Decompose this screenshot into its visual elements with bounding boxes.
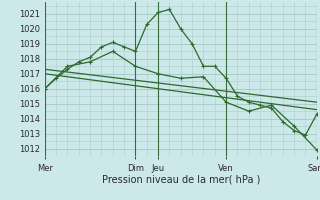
X-axis label: Pression niveau de la mer( hPa ): Pression niveau de la mer( hPa ) bbox=[102, 174, 260, 184]
